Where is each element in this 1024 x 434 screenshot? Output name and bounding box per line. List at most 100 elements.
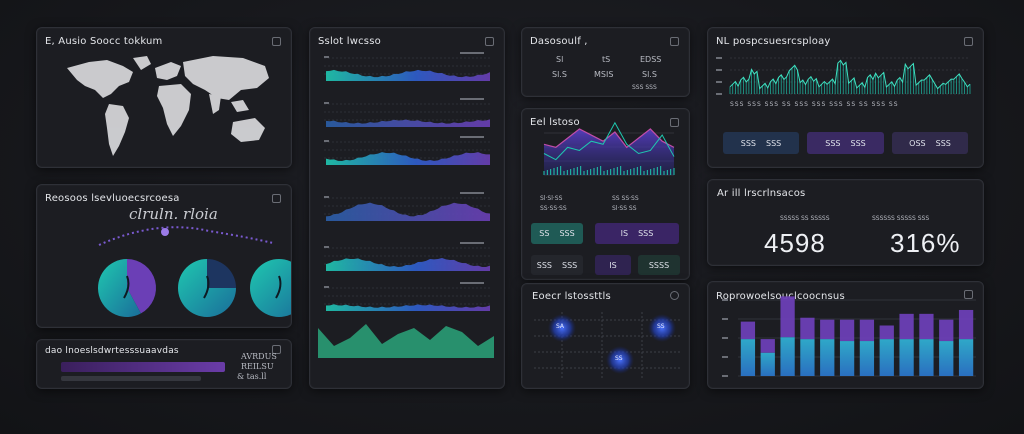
heat-panel: Eoecr lstossttls SA SS SS bbox=[521, 283, 690, 389]
bar-top bbox=[919, 313, 934, 340]
wave-band bbox=[326, 304, 490, 311]
metric-button[interactable]: IS SSS bbox=[595, 223, 679, 244]
peaks-area-chart bbox=[543, 121, 675, 176]
panel-title: E, Ausio Soocc tokkum bbox=[45, 36, 163, 47]
map-north-america bbox=[67, 60, 133, 98]
bar-top bbox=[859, 319, 875, 342]
traffic-chip[interactable]: OSS SSS bbox=[892, 132, 968, 154]
bar-label-bottom: & tas.ll bbox=[237, 372, 267, 381]
map-africa bbox=[157, 84, 191, 136]
waves-panel: Sslot lwcsso bbox=[309, 27, 505, 389]
map-asia bbox=[183, 56, 269, 100]
bar-top bbox=[879, 325, 894, 340]
map-sea bbox=[231, 100, 249, 112]
legend-tick bbox=[460, 282, 484, 284]
bar-top bbox=[740, 321, 756, 340]
stacked-bar-chart bbox=[722, 296, 976, 377]
bar-base bbox=[919, 339, 934, 376]
stacked-bar-panel: Roprowoelsouclcoocnsus bbox=[707, 281, 984, 389]
expand-icon[interactable] bbox=[272, 194, 281, 203]
metric-button[interactable]: IS bbox=[595, 255, 631, 275]
pie-slice bbox=[250, 259, 291, 317]
stat-row: SS·SS·SS bbox=[540, 205, 567, 212]
bar-base bbox=[939, 341, 954, 376]
bar-base bbox=[899, 339, 914, 376]
map-australia bbox=[231, 118, 265, 142]
donut-mark bbox=[203, 275, 210, 299]
bar-label-top: AVRDUS bbox=[241, 352, 277, 361]
pie-slice bbox=[127, 259, 156, 314]
y-tick bbox=[716, 57, 722, 59]
expand-icon[interactable] bbox=[272, 37, 281, 46]
bar-top bbox=[820, 319, 835, 340]
expand-icon[interactable] bbox=[964, 37, 973, 46]
cell: EDSS bbox=[640, 55, 662, 64]
pie-slice bbox=[207, 259, 236, 288]
wave-band bbox=[326, 69, 490, 81]
progress-bar-purple bbox=[61, 362, 225, 372]
line-magenta bbox=[543, 128, 675, 149]
expand-icon[interactable] bbox=[485, 37, 494, 46]
panel-title: Sslot lwcsso bbox=[318, 36, 381, 47]
expand-icon[interactable] bbox=[670, 118, 679, 127]
legend-tick bbox=[460, 98, 484, 100]
kpi-caption: SSSSSS SSSSS SSS bbox=[872, 215, 930, 222]
y-tick bbox=[722, 356, 728, 358]
expand-icon[interactable] bbox=[272, 345, 281, 354]
y-tick bbox=[722, 299, 728, 301]
progress-bar-dark bbox=[61, 376, 201, 381]
legend-tick bbox=[460, 136, 484, 138]
bar-top bbox=[760, 339, 775, 353]
traffic-line bbox=[729, 59, 971, 90]
metric-button[interactable]: SSS SSS bbox=[531, 255, 583, 275]
bar-base bbox=[760, 352, 775, 376]
handwritten-script: clruln. rloia bbox=[129, 205, 218, 223]
world-map bbox=[67, 56, 269, 156]
wave-band bbox=[326, 152, 490, 165]
bar-base bbox=[859, 341, 875, 376]
metric-button[interactable]: SS SSS bbox=[531, 223, 583, 244]
y-tick bbox=[324, 102, 329, 104]
y-tick bbox=[324, 286, 329, 288]
bar-base bbox=[740, 339, 756, 376]
expand-icon[interactable] bbox=[964, 290, 973, 299]
y-tick bbox=[324, 140, 329, 142]
y-tick bbox=[324, 246, 329, 248]
pie-slice bbox=[97, 259, 141, 317]
world-map-panel: E, Ausio Soocc tokkum bbox=[36, 27, 292, 168]
traffic-line-chart bbox=[716, 57, 971, 95]
panel-title: Ar ill lrscrlnsacos bbox=[717, 188, 806, 199]
y-tick bbox=[722, 318, 728, 320]
bar-base bbox=[800, 339, 815, 376]
peaks-panel: Eel lstoso Sl·Sl·SS SS SS·SS SS·SS·SS Sl… bbox=[521, 108, 690, 280]
panel-title: NL pospcsuesrcsploay bbox=[716, 36, 831, 47]
y-tick bbox=[324, 196, 329, 198]
bar-base bbox=[820, 339, 835, 376]
donut-mark bbox=[275, 275, 282, 299]
metric-button[interactable]: SSSS bbox=[638, 255, 680, 275]
alarm-icon[interactable] bbox=[670, 291, 679, 300]
map-europe bbox=[155, 62, 181, 80]
line-teal bbox=[543, 121, 675, 161]
map-india bbox=[209, 94, 221, 114]
map-south-america bbox=[105, 104, 129, 156]
heat-node-label: SA bbox=[556, 323, 565, 330]
bar-base bbox=[958, 339, 974, 376]
bar-base bbox=[839, 341, 855, 376]
bar-top bbox=[939, 319, 954, 342]
y-tick bbox=[716, 69, 722, 71]
x-axis-labels: SSS SSS SSS SS SSS SSS SSS SS SS SSS SS bbox=[730, 101, 899, 108]
donut-mark bbox=[123, 275, 130, 299]
kpi-caption: SSSSS SS SSSSS bbox=[780, 215, 830, 222]
expand-icon[interactable] bbox=[670, 37, 679, 46]
panel-title: Eel lstoso bbox=[530, 117, 580, 128]
cell: Sl bbox=[556, 55, 564, 64]
panel-title: Reosoos lsevluoecsrcoesa bbox=[45, 193, 180, 204]
wave-band bbox=[326, 258, 490, 271]
kpi-panel: Ar ill lrscrlnsacos SSSSS SS SSSSS SSSSS… bbox=[707, 179, 984, 266]
traffic-chip[interactable]: SSS SSS bbox=[807, 132, 884, 154]
cell: tS bbox=[602, 55, 611, 64]
bar-label-mid: REILSU bbox=[241, 362, 274, 371]
legend-tick bbox=[460, 242, 484, 244]
traffic-chip[interactable]: SSS SSS bbox=[723, 132, 799, 154]
